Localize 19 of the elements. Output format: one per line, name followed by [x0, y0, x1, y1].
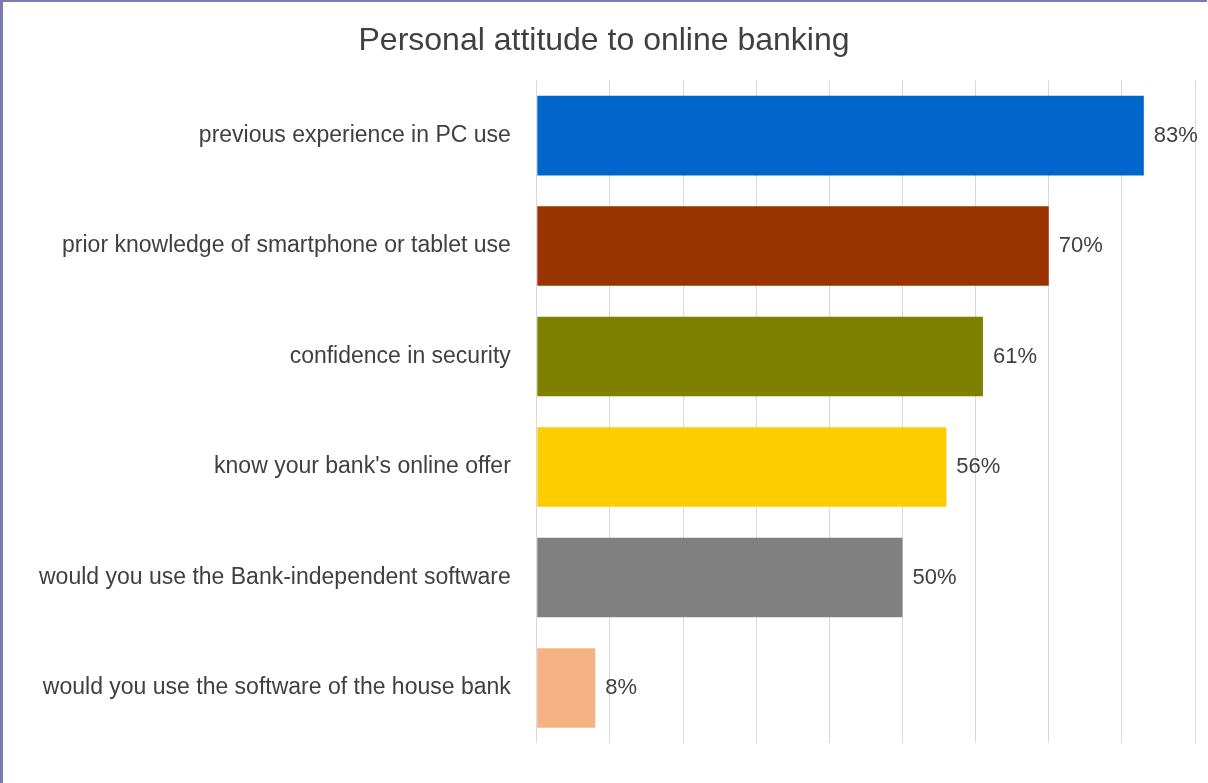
y-tick-label: prior knowledge of smartphone or tablet use [62, 231, 511, 258]
data-label: 61% [992, 342, 1037, 368]
bar [537, 206, 1049, 286]
y-tick-label: confidence in security [289, 341, 512, 368]
data-label: 50% [912, 563, 957, 589]
bar [537, 648, 596, 728]
data-label: 83% [1153, 121, 1198, 147]
bar [537, 95, 1144, 176]
y-tick-label: would you use the Bank-independent software [37, 562, 511, 589]
data-label: 8% [605, 674, 638, 700]
bar [537, 537, 903, 618]
chart-title: Personal attitude to online banking [358, 21, 850, 58]
y-tick-label: previous experience in PC use [198, 120, 511, 147]
data-label: 56% [956, 453, 1001, 479]
bar [537, 427, 947, 507]
y-tick-label: know your bank's online offer [214, 452, 512, 479]
bar [537, 316, 983, 397]
y-tick-label: would you use the software of the house bank [41, 673, 512, 700]
data-label: 70% [1058, 232, 1103, 258]
